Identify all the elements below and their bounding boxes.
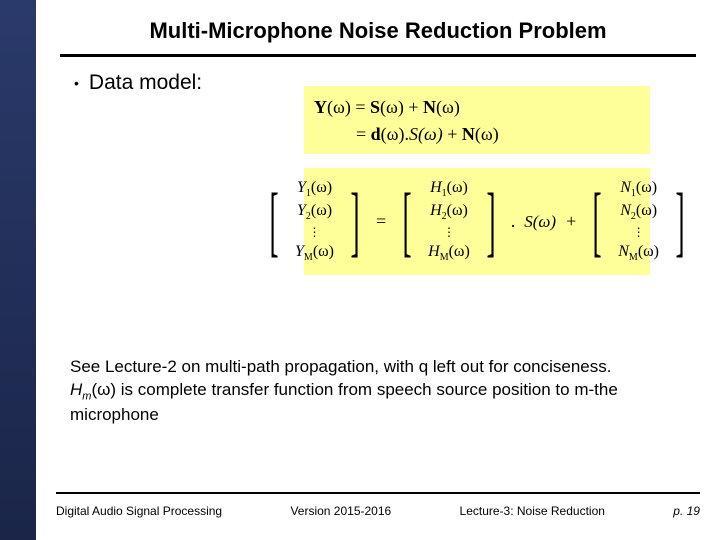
left-bracket-icon: [	[593, 186, 602, 256]
dot-operator: .	[510, 211, 517, 232]
footer-divider	[56, 492, 700, 494]
vector-y: Y1(ω) Y2(ω) ⋮ YM(ω)	[293, 178, 336, 265]
footer-row: Digital Audio Signal Processing Version …	[56, 504, 700, 518]
eq-line-2: = d(ω).S(ω) + N(ω)	[314, 121, 640, 148]
vector-n: N1(ω) N2(ω) ⋮ NM(ω)	[616, 178, 661, 265]
bullet-marker: •	[74, 75, 79, 91]
slide-title: Multi-Microphone Noise Reduction Problem	[60, 18, 696, 44]
note-line-1: See Lecture-2 on multi-path propagation,…	[70, 356, 696, 379]
title-divider	[60, 54, 696, 57]
note-line-2: Hm(ω) is complete transfer function from…	[70, 379, 696, 427]
left-bracket-icon: [	[403, 186, 412, 256]
right-bracket-icon: ]	[350, 186, 359, 256]
footer-center: Version 2015-2016	[290, 504, 391, 518]
equation-matrix: [ Y1(ω) Y2(ω) ⋮ YM(ω) ] = [ H1(ω) H2(ω) …	[304, 168, 650, 275]
sidebar-accent	[0, 0, 36, 540]
equation-compact: Y(ω) = S(ω) + N(ω) = d(ω).S(ω) + N(ω)	[304, 86, 650, 154]
scalar-s: S(ω)	[522, 212, 558, 232]
plus-sign: +	[564, 211, 578, 232]
slide-content: Multi-Microphone Noise Reduction Problem…	[36, 0, 720, 540]
equals-sign: =	[374, 211, 388, 232]
notes-block: See Lecture-2 on multi-path propagation,…	[70, 356, 696, 427]
vector-h: H1(ω) H2(ω) ⋮ HM(ω)	[426, 178, 472, 265]
right-bracket-icon: ]	[675, 186, 684, 256]
right-bracket-icon: ]	[486, 186, 495, 256]
page-number: p. 19	[673, 504, 700, 518]
footer-left: Digital Audio Signal Processing	[56, 504, 222, 518]
eq-line-1: Y(ω) = S(ω) + N(ω)	[314, 94, 640, 121]
slide-footer: Digital Audio Signal Processing Version …	[36, 492, 720, 540]
footer-right: Lecture-3: Noise Reduction	[460, 504, 605, 518]
bullet-text: Data model:	[89, 71, 202, 95]
left-bracket-icon: [	[269, 186, 278, 256]
equation-area: Y(ω) = S(ω) + N(ω) = d(ω).S(ω) + N(ω) [ …	[304, 86, 650, 275]
slide: Multi-Microphone Noise Reduction Problem…	[0, 0, 720, 540]
